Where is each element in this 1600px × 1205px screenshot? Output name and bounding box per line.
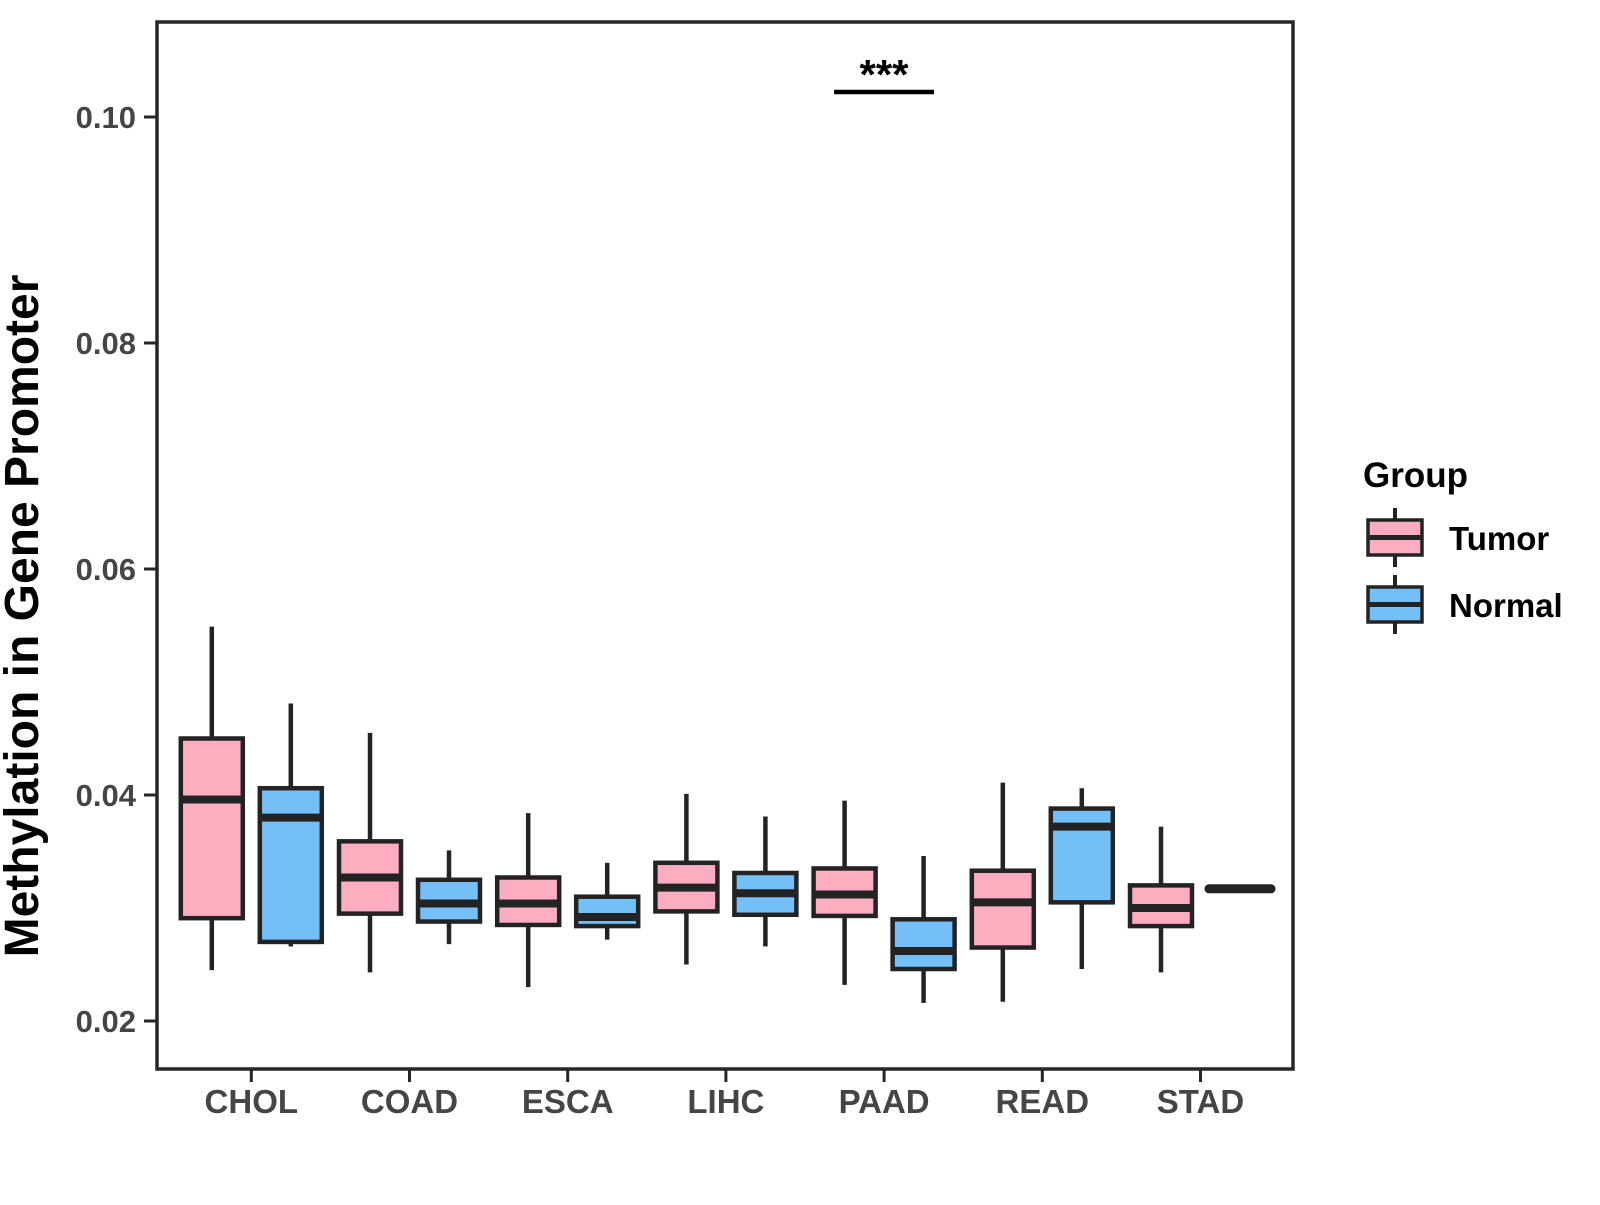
box-CHOL-Tumor (178, 626, 246, 971)
x-category-label-chol: CHOL (205, 1083, 299, 1120)
legend-title: Group (1363, 456, 1468, 495)
box-ESCA-Tumor (494, 813, 562, 988)
box-PAAD-Normal (890, 856, 957, 1003)
x-category-label-stad: STAD (1157, 1083, 1244, 1120)
x-category-label-lihc: LIHC (687, 1083, 764, 1120)
plot-layer: 0.02 0.04 0.06 0.08 0.10 CHOL COAD ESCA LIHC PAAD… (76, 20, 1295, 1120)
y-tick-label: 0.02 (76, 1004, 136, 1039)
x-category-label-read: READ (996, 1083, 1090, 1120)
legend-key-normal: Normal (1366, 575, 1563, 634)
box-COAD-Normal (415, 850, 483, 945)
legend: Group Tumor Normal (1363, 456, 1563, 634)
box-ESCA-Normal (573, 862, 641, 940)
box-COAD-Tumor (336, 732, 404, 973)
box-READ-Normal (1048, 788, 1116, 970)
iqr-box (890, 917, 957, 972)
x-category-label-esca: ESCA (522, 1083, 614, 1120)
legend-label-normal: Normal (1449, 587, 1563, 624)
y-axis-title: Methylation in Gene Promoter (0, 275, 49, 958)
y-tick-label: 0.08 (76, 326, 136, 361)
box-STAD-Tumor (1127, 826, 1195, 973)
y-tick-label: 0.10 (76, 100, 136, 135)
box-LIHC-Normal (732, 816, 799, 947)
legend-label-tumor: Tumor (1449, 520, 1549, 557)
iqr-box (257, 785, 325, 945)
iqr-box (178, 736, 246, 921)
iqr-box (1048, 806, 1116, 905)
box-PAAD-Tumor (811, 800, 878, 985)
box-LIHC-Tumor (653, 793, 720, 965)
x-category-label-paad: PAAD (839, 1083, 930, 1120)
plot-panel-border (155, 20, 1295, 1071)
box-CHOL-Normal (257, 703, 325, 947)
x-category-label-coad: COAD (361, 1083, 458, 1120)
box-READ-Tumor (969, 782, 1037, 1002)
significance-stars: *** (859, 51, 909, 98)
y-tick-label: 0.04 (76, 778, 137, 813)
iqr-box (969, 868, 1037, 950)
legend-key-tumor: Tumor (1366, 508, 1549, 567)
y-tick-label: 0.06 (76, 552, 136, 587)
iqr-box (573, 894, 641, 929)
